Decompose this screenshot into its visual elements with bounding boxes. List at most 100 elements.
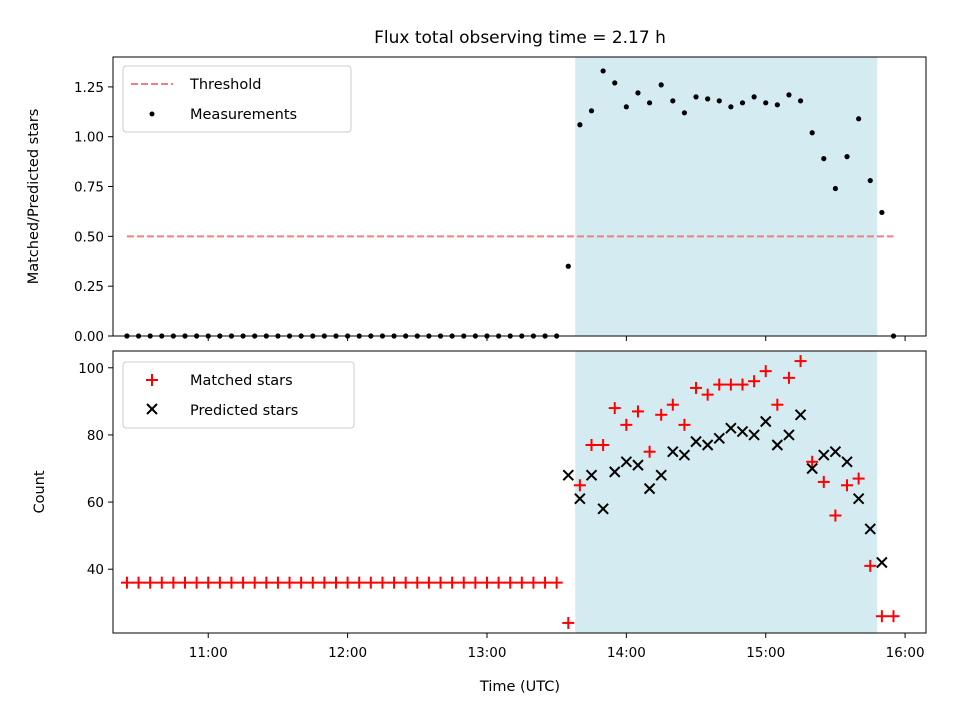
matched-star-point	[237, 576, 250, 589]
matched-star-point	[597, 439, 610, 451]
top-legend-box	[122, 65, 352, 133]
predicted-star-point	[597, 503, 609, 515]
matched-star-point	[620, 418, 633, 431]
predicted-star-point	[574, 493, 586, 505]
bottom-legend: Matched stars Predicted stars	[122, 361, 355, 429]
matched-star-point	[527, 576, 540, 589]
top-y-tick-label: 1.00	[74, 130, 104, 146]
predicted-star-point	[852, 493, 865, 505]
measurement-point	[681, 110, 688, 116]
matched-star-point	[713, 378, 726, 391]
measurement-point	[786, 92, 792, 98]
matched-star-point	[155, 576, 168, 589]
x-tick-label: 11:00	[189, 645, 228, 661]
matched-star-point	[794, 355, 807, 368]
x-tick-label: 14:00	[607, 645, 646, 661]
matched-star-point	[678, 418, 691, 431]
measurement-point	[809, 130, 815, 136]
matched-star-point	[782, 371, 795, 384]
top-y-tick-label: 0.75	[74, 180, 104, 196]
predicted-star-point	[678, 449, 691, 461]
predicted-star-point	[864, 523, 876, 535]
measurement-point	[867, 177, 873, 184]
bottom-y-tick-label: 100	[78, 361, 104, 377]
measurement-point	[751, 94, 757, 100]
matched-star-point	[852, 472, 865, 485]
predicted-star-point	[806, 462, 818, 475]
predicted-star-point	[760, 415, 772, 428]
matched-star-point	[829, 509, 842, 522]
top-y-axis-label: Matched/Predicted stars	[26, 109, 42, 285]
bottom-y-tick-label: 60	[87, 495, 104, 511]
matched-star-point	[841, 479, 854, 492]
measurement-point	[763, 100, 769, 106]
predicted-star-point	[713, 432, 725, 444]
matched-star-point	[329, 576, 342, 589]
measurement-point	[832, 185, 839, 192]
matched-star-point	[748, 375, 761, 388]
matched-star-point	[213, 576, 226, 589]
matched-star-point	[562, 616, 575, 629]
predicted-star-point	[701, 439, 714, 451]
top-y-tick-label: 0.00	[74, 329, 104, 345]
matched-star-point	[422, 576, 435, 589]
matched-star-point	[480, 576, 493, 589]
measurement-point	[739, 100, 746, 106]
matched-star-point	[504, 576, 517, 589]
matched-star-point	[120, 576, 133, 589]
matched-star-point	[434, 576, 447, 589]
predicted-star-point	[632, 459, 644, 471]
measurement-point	[577, 122, 583, 128]
measurement-point	[797, 98, 804, 104]
matched-star-point	[817, 475, 830, 488]
measurement-point	[670, 98, 676, 104]
top-panel: 0.00 0.25 0.50 0.75 1.00 1.25 Matched/Predict…	[26, 56, 927, 345]
top-axes-frame	[112, 56, 927, 337]
matched-star-point	[364, 576, 377, 589]
measurement-point	[716, 98, 722, 104]
matched-star-point	[399, 576, 412, 589]
predicted-legend-swatch	[146, 403, 158, 415]
predicted-star-point	[643, 482, 656, 495]
top-legend: Threshold Measurements	[122, 65, 352, 133]
predicted-star-point	[609, 466, 621, 478]
predicted-star-point	[725, 422, 737, 434]
bottom-y-tick-label: 40	[87, 562, 104, 578]
matched-star-point	[144, 576, 157, 589]
measurement-point	[612, 80, 618, 86]
matched-star-point	[376, 576, 389, 589]
matched-star-point	[573, 479, 586, 492]
matched-star-point	[353, 576, 366, 589]
matched-star-point	[388, 576, 401, 589]
matched-star-point	[690, 381, 703, 394]
matched-star-point	[655, 408, 668, 421]
matched-star-point	[190, 576, 203, 589]
matched-star-point	[608, 402, 621, 415]
matched-star-point	[771, 398, 784, 411]
matched-star-point	[631, 405, 644, 418]
matched-star-point	[446, 576, 459, 589]
predicted-star-point	[841, 456, 853, 468]
matched-star-point	[864, 559, 877, 572]
matched-star-point	[515, 576, 528, 589]
matched-legend-label: Matched stars	[190, 373, 293, 389]
predicted-stars-points	[562, 409, 888, 569]
predicted-star-point	[794, 409, 807, 421]
matched-star-point	[225, 576, 238, 589]
matched-star-point	[806, 455, 819, 468]
measurement-point	[623, 104, 629, 110]
matched-star-point	[585, 439, 598, 451]
bottom-shaded-interval	[575, 351, 878, 633]
measurements-legend-swatch	[149, 111, 155, 117]
predicted-star-point	[876, 556, 888, 569]
top-shaded-interval	[575, 57, 878, 336]
top-y-tick-label: 1.25	[74, 80, 104, 96]
measurement-point	[856, 116, 862, 122]
predicted-star-point	[655, 469, 667, 481]
x-tick-label: 13:00	[468, 645, 507, 661]
matched-star-point	[318, 576, 331, 589]
measurement-point	[693, 94, 699, 100]
predicted-star-point	[585, 469, 598, 481]
measurement-point	[844, 154, 850, 160]
